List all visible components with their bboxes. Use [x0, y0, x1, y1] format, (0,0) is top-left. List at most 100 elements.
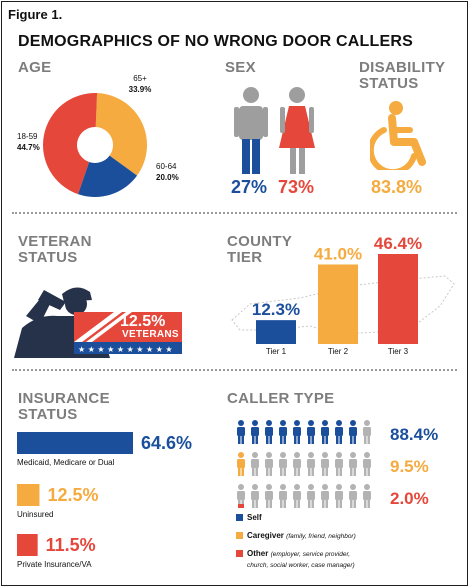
legend-caregiver-note: (family, friend, neighbor) [286, 533, 356, 540]
section-divider [12, 212, 457, 214]
caller-value-1: 88.4% [390, 425, 438, 444]
veteran-value: 12.5% [120, 313, 166, 330]
tier-value-2: 41.0% [314, 244, 362, 263]
age-60-64-value: 20.0% [156, 173, 179, 182]
sex-female-value: 73% [278, 177, 315, 197]
caller-value-3: 2.0% [390, 489, 429, 508]
caller-heading: CALLER TYPE [227, 390, 335, 407]
person-icon [237, 452, 245, 476]
person-icon [265, 484, 273, 508]
age-slice-65- [95, 93, 148, 176]
disability-heading: DISABILITY STATUS [359, 60, 445, 92]
person-icon [293, 452, 301, 476]
person-icon [293, 484, 301, 508]
disability-heading-line1: DISABILITY [359, 59, 446, 76]
legend-swatch-caregiver [236, 532, 243, 539]
person-icon [349, 484, 357, 508]
age-60-64-category: 60-64 [156, 162, 177, 171]
age-65plus-category: 65+ [133, 74, 147, 83]
legend-other-label: Other [247, 549, 269, 558]
person-icon [335, 452, 343, 476]
age-slice-60-64 [77, 155, 138, 197]
insurance-heading-line2: STATUS [18, 406, 78, 423]
veteran-heading-line1: VETERAN [18, 233, 92, 250]
main-title: DEMOGRAPHICS OF NO WRONG DOOR CALLERS [18, 33, 413, 50]
wheelchair-icon [370, 101, 426, 170]
insurance-label-3: Private Insurance/VA [17, 560, 92, 569]
age-heading: AGE [18, 59, 52, 76]
county-heading-line1: COUNTY [227, 233, 293, 250]
veterans-banner-label: VETERANS [122, 329, 179, 340]
tier-value-1: 12.3% [252, 300, 300, 319]
age-label-18-59: 18-59 44.7% [17, 131, 40, 153]
person-icon [279, 452, 287, 476]
legend-caregiver: Caregiver (family, friend, neighbor) [247, 531, 356, 542]
age-18-59-category: 18-59 [17, 132, 38, 141]
person-icon [335, 484, 343, 508]
legend-other: Other (employer, service provider, church… [247, 549, 355, 571]
insurance-value-3: 11.5% [46, 535, 96, 555]
county-heading: COUNTY TIER [227, 234, 292, 266]
person-icon [363, 452, 371, 476]
person-icon [237, 420, 245, 444]
person-icon [251, 484, 259, 508]
age-label-65plus: 65+ 33.9% [120, 73, 160, 95]
person-icon [349, 452, 357, 476]
disability-value: 83.8% [371, 177, 423, 197]
person-icon [307, 484, 315, 508]
person-icon [321, 484, 329, 508]
insurance-value-2: 12.5% [47, 485, 98, 505]
legend-other-note: (employer, service provider, [270, 551, 351, 558]
age-slice-18-59 [43, 93, 98, 195]
veteran-heading: VETERAN STATUS [18, 234, 92, 266]
sex-heading: SEX [225, 59, 256, 76]
tier-bar-1 [256, 320, 296, 344]
person-icon [279, 420, 287, 444]
legend-self: Self [247, 513, 262, 523]
insurance-bar-chart: 64.6% Medicaid, Medicare or Dual 12.5% Unin… [17, 432, 192, 569]
caller-type-pictogram: 88.4% 9.5% 2.0% [237, 420, 438, 508]
figure-label: Figure 1. [8, 7, 63, 22]
section-divider-2 [12, 369, 457, 371]
insurance-heading-line1: INSURANCE [18, 390, 110, 407]
county-tier-bar-chart: 12.3% Tier 1 41.0% Tier 2 46.4% Tier 3 [252, 234, 422, 356]
legend-swatch-other [236, 550, 243, 557]
insurance-bar-3 [17, 534, 38, 556]
female-figure-icon [279, 87, 315, 174]
insurance-bar-2 [17, 484, 40, 506]
person-icon [293, 420, 301, 444]
person-icon [363, 420, 371, 444]
person-icon [363, 484, 371, 508]
insurance-label-2: Uninsured [17, 510, 53, 519]
insurance-value-1: 64.6% [141, 433, 192, 453]
legend-swatch-self [236, 514, 243, 521]
person-icon [349, 420, 357, 444]
veteran-heading-line2: STATUS [18, 249, 78, 266]
male-figure-icon [234, 87, 268, 174]
tier-value-3: 46.4% [374, 234, 422, 253]
person-icon [321, 420, 329, 444]
veterans-banner: ★ ★ ★ ★ ★ ★ ★ ★ ★ ★ [74, 312, 182, 354]
person-icon [321, 452, 329, 476]
disability-heading-line2: STATUS [359, 75, 419, 92]
caller-value-2: 9.5% [390, 457, 429, 476]
legend-self-label: Self [247, 513, 262, 522]
age-18-59-value: 44.7% [17, 143, 40, 152]
person-icon [251, 452, 259, 476]
svg-text:★ ★ ★ ★ ★ ★ ★ ★ ★ ★: ★ ★ ★ ★ ★ ★ ★ ★ ★ ★ [78, 345, 173, 354]
tier-label-1: Tier 1 [266, 347, 287, 356]
person-icon [307, 452, 315, 476]
tier-label-2: Tier 2 [328, 347, 349, 356]
legend-caregiver-label: Caregiver [247, 531, 284, 540]
age-65plus-value: 33.9% [128, 85, 152, 94]
insurance-label-1: Medicaid, Medicare or Dual [17, 458, 115, 467]
person-icon [237, 484, 245, 508]
age-label-60-64: 60-64 20.0% [156, 161, 179, 183]
person-icon [279, 484, 287, 508]
person-icon [265, 452, 273, 476]
county-heading-line2: TIER [227, 249, 263, 266]
sex-male-value: 27% [231, 177, 268, 197]
tier-bar-2 [318, 264, 358, 344]
tier-label-3: Tier 3 [388, 347, 409, 356]
